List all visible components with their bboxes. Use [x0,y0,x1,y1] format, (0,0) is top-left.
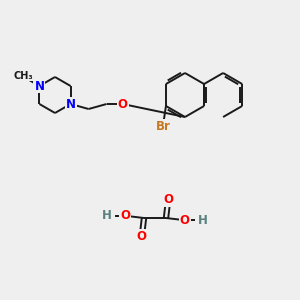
Text: H: H [198,214,208,227]
Text: O: O [137,230,147,243]
Text: N: N [34,80,44,92]
Text: H: H [102,209,112,222]
Text: O: O [120,209,130,222]
Text: N: N [66,98,76,110]
Text: O: O [180,214,190,227]
Text: O: O [163,193,173,206]
Text: O: O [118,98,128,110]
Text: Br: Br [155,119,170,133]
Text: CH₃: CH₃ [14,71,33,81]
